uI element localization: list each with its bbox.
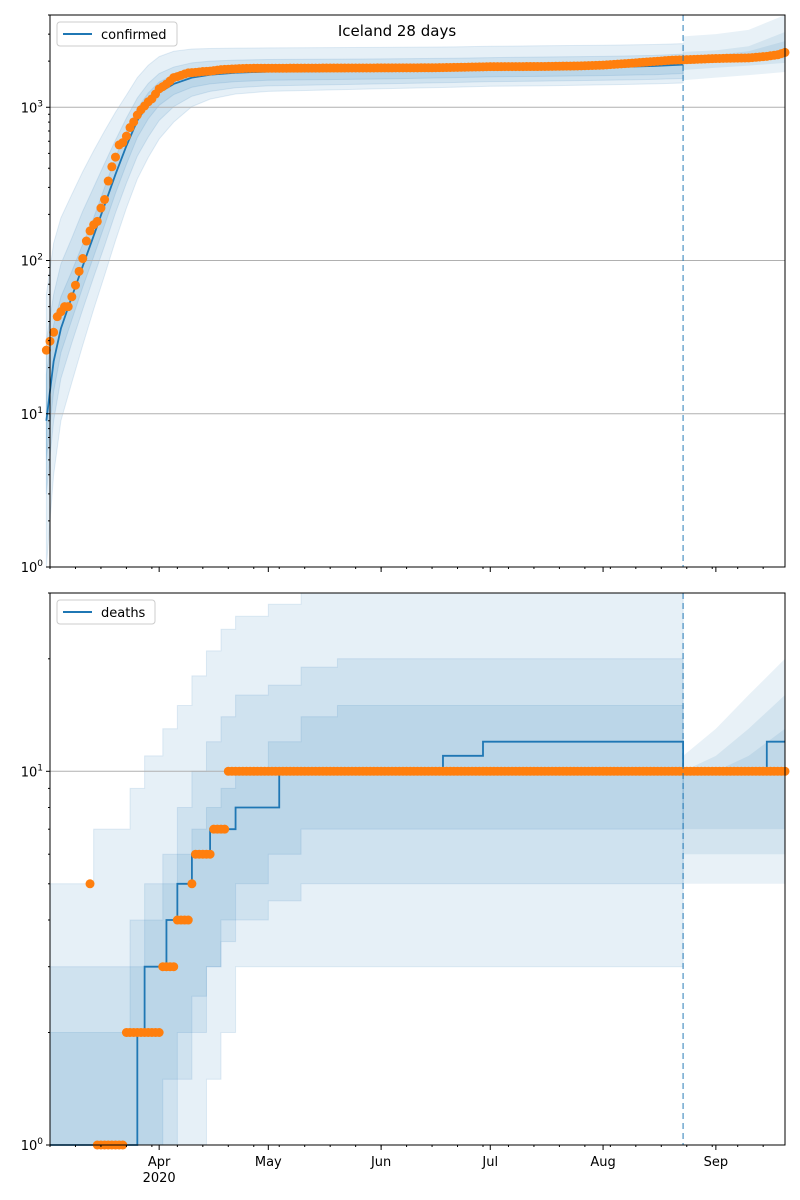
deaths-legend: deaths [56,599,156,625]
legend-frame [56,21,178,47]
axes-frame [49,592,786,1146]
deaths-axes [49,592,786,1146]
observed-point [100,195,110,205]
observed-point [205,849,215,859]
observed-point [70,280,80,290]
observed-point [92,216,102,226]
axes-frame [49,14,786,568]
observed-point [103,176,113,186]
y-tick-label: 101 [21,406,43,423]
confirmed-ticks: 100 101 102 103 [21,14,764,576]
observed-point [81,236,91,246]
forecast-band [683,15,785,81]
y-tick-label: 101 [21,763,43,780]
observed-point [129,117,139,127]
observed-point [85,879,95,889]
legend-frame [56,599,156,625]
observed-point [63,302,73,312]
confirmed-axes [49,14,786,568]
y-tick-label: 103 [21,99,43,116]
deaths-observed-points [85,766,790,1150]
confidence-band [45,43,684,568]
confirmed-legend: confirmed [56,21,178,47]
x-tick-label: Apr [148,1155,171,1170]
observed-point [107,162,117,172]
observed-point [169,962,179,972]
x-tick-label: Jun [370,1155,391,1170]
forecast-band [683,728,785,830]
confirmed-grid [50,106,785,415]
confidence-band [49,704,684,1146]
observed-point [67,292,77,302]
observed-point [96,203,106,213]
observed-point [74,266,84,276]
x-tick-label: Jul [481,1155,498,1170]
observed-point [154,1028,164,1038]
observed-point [183,915,193,925]
confidence-band [45,58,684,460]
observed-point [49,327,59,337]
legend-label-deaths: deaths [101,606,146,621]
confirmed-panel: 100 101 102 103 Iceland 28 days confirmed [21,14,790,576]
x-year-label: 2020 [143,1171,176,1186]
x-tick-label: May [255,1155,282,1170]
observed-point [78,254,88,264]
y-tick-label: 102 [21,253,43,270]
observed-point [121,131,131,141]
chart-title: Iceland 28 days [338,22,457,40]
x-tick-label: Sep [704,1155,729,1170]
y-tick-label: 100 [21,1137,44,1154]
deaths-confidence-bands [49,592,785,1146]
confirmed-observed-points [41,47,790,355]
observed-point [187,879,197,889]
observed-point [220,824,230,834]
confidence-band [49,658,684,1146]
x-tick-label: Aug [590,1155,615,1170]
y-tick-label: 100 [21,559,44,576]
observed-point [41,345,51,355]
legend-label-confirmed: confirmed [101,28,167,43]
observed-point [110,152,120,162]
